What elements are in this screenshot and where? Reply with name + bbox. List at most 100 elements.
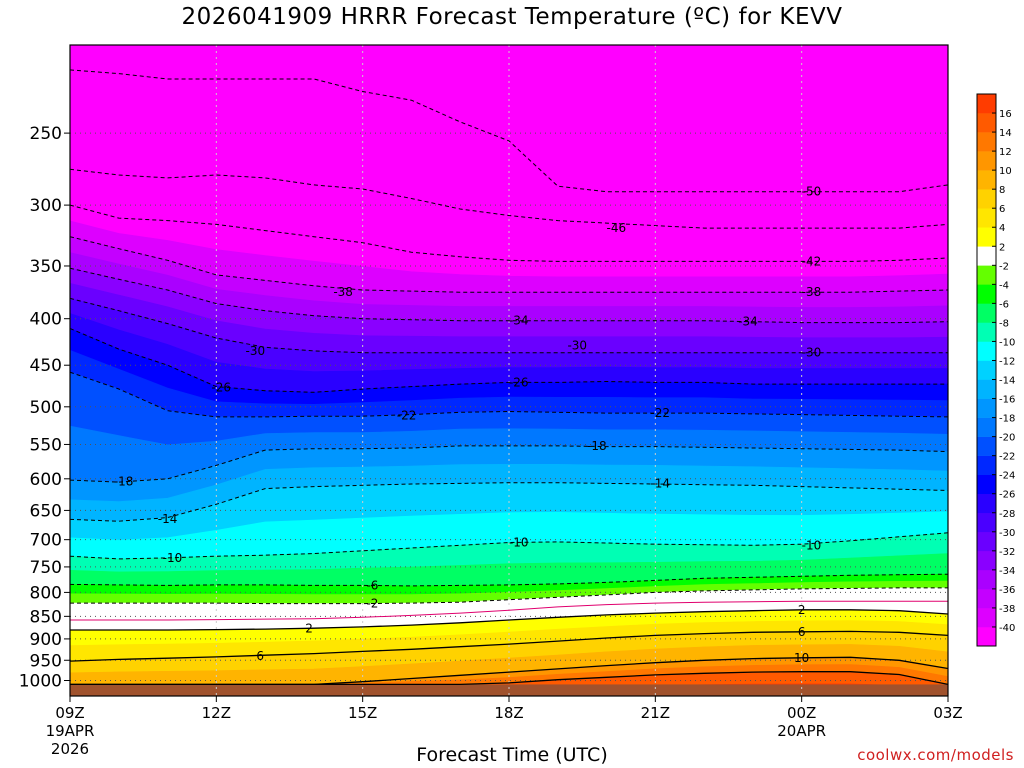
colorbar-swatch xyxy=(977,455,996,475)
contour-label: -38 xyxy=(333,285,353,299)
isotherm-line xyxy=(70,671,948,686)
colorbar-tick-label: 12 xyxy=(999,147,1012,158)
y-tick-label: 300 xyxy=(30,196,62,216)
colorbar-swatch xyxy=(977,341,996,361)
colorbar-tick-label: -36 xyxy=(999,585,1015,596)
y-tick-label: 250 xyxy=(30,124,62,144)
isotherm-line xyxy=(70,204,948,262)
colorbar-swatch xyxy=(977,113,996,133)
contour-label: 2 xyxy=(305,622,313,636)
contour-label: -18 xyxy=(587,439,607,453)
contour-label: -46 xyxy=(607,221,627,235)
colorbar-swatch xyxy=(977,607,996,628)
colorbar-swatch xyxy=(977,227,996,247)
colorbar-tick-label: 2 xyxy=(999,242,1005,253)
colorbar-tick-label: -28 xyxy=(999,509,1015,520)
grid xyxy=(70,45,948,696)
isotherm-line xyxy=(70,371,948,418)
contour-label: -30 xyxy=(567,338,587,352)
colorbar-tick-label: -12 xyxy=(999,356,1015,367)
contour-label: -10 xyxy=(802,538,822,552)
colorbar-swatch xyxy=(977,379,996,399)
isotherm-line xyxy=(70,168,948,229)
colorbar-swatch xyxy=(977,303,996,323)
x-tick-label: 15Z xyxy=(348,704,377,722)
y-tick-label: 900 xyxy=(30,630,62,650)
y-tick-label: 400 xyxy=(30,310,62,330)
x-tick-date: 20APR xyxy=(777,722,826,740)
colorbar-tick-label: -8 xyxy=(999,318,1009,329)
x-tick-label: 18Z xyxy=(494,704,523,722)
contour-label: -14 xyxy=(650,476,670,490)
y-tick-label: 450 xyxy=(30,356,62,376)
y-tick-label: 950 xyxy=(30,651,62,671)
contour-label: 10 xyxy=(794,651,809,665)
x-tick-label: 03Z xyxy=(933,704,962,722)
colorbar-swatch xyxy=(977,208,996,228)
x-tick-label: 09Z xyxy=(55,704,84,722)
contour-label: -30 xyxy=(802,346,822,360)
colorbar-tick-label: 14 xyxy=(999,128,1012,139)
isotherm-contours xyxy=(70,69,948,686)
x-tick-year: 2026 xyxy=(51,740,89,758)
contour-label: -18 xyxy=(114,474,134,488)
y-tick-label: 600 xyxy=(30,470,62,490)
isotherm-line xyxy=(70,573,948,587)
colorbar-tick-label: -20 xyxy=(999,433,1015,444)
y-tick-label: 750 xyxy=(30,558,62,578)
contour-label: -10 xyxy=(163,551,183,565)
colorbar-swatch xyxy=(977,569,996,590)
colorbar-swatch xyxy=(977,550,996,571)
colorbar-swatch xyxy=(977,493,996,514)
colorbar-tick-label: -22 xyxy=(999,452,1015,463)
colorbar-swatch xyxy=(977,265,996,285)
isotherm-line xyxy=(70,445,948,483)
colorbar-tick-label: -10 xyxy=(999,337,1015,348)
colorbar: -40-38-36-34-32-30-28-26-24-22-20-18-16-… xyxy=(976,93,1015,647)
colorbar-swatch xyxy=(977,398,996,418)
colorbar-tick-label: 8 xyxy=(999,185,1005,196)
colorbar-swatch xyxy=(977,132,996,152)
colorbar-swatch xyxy=(977,151,996,171)
x-tick-date: 19APR xyxy=(46,722,95,740)
contour-label: -10 xyxy=(509,535,529,549)
colorbar-swatch xyxy=(977,626,996,647)
colorbar-swatch xyxy=(977,284,996,304)
colorbar-swatch xyxy=(977,474,996,495)
colorbar-tick-label: -30 xyxy=(999,528,1015,539)
contour-label: -30 xyxy=(246,344,266,358)
y-tick-label: 550 xyxy=(30,435,62,455)
colorbar-swatch xyxy=(977,189,996,209)
colorbar-frame xyxy=(976,93,997,647)
colorbar-tick-label: -24 xyxy=(999,471,1015,482)
isotherm-line xyxy=(70,630,948,662)
contour-label: -42 xyxy=(802,254,822,268)
contour-label: -22 xyxy=(397,408,417,422)
colorbar-tick-label: -32 xyxy=(999,547,1015,558)
isotherm-line xyxy=(70,328,948,393)
contour-label: -26 xyxy=(509,375,529,389)
colorbar-tick-label: -4 xyxy=(999,280,1009,291)
contour-label: 6 xyxy=(798,625,806,639)
contour-labels: -50-46-42-38 -38-34 -34-30 -30-30-26 -26-22-… xyxy=(114,185,822,665)
y-tick-label: 800 xyxy=(30,583,62,603)
colorbar-tick-label: 6 xyxy=(999,204,1005,215)
y-tick-label: 500 xyxy=(30,398,62,418)
colorbar-tick-label: -26 xyxy=(999,490,1015,501)
y-tick-label: 1000 xyxy=(19,672,62,692)
contour-label: -26 xyxy=(211,380,231,394)
contour-label: -14 xyxy=(158,512,178,526)
contour-label: 6 xyxy=(256,649,264,663)
colorbar-swatch xyxy=(977,246,996,266)
colorbar-tick-label: -18 xyxy=(999,414,1015,425)
contour-label: 2 xyxy=(798,603,806,617)
colorbar-tick-label: -40 xyxy=(999,623,1015,634)
isotherm-line xyxy=(70,609,948,631)
colorbar-tick-label: -34 xyxy=(999,566,1015,577)
colorbar-swatch xyxy=(977,360,996,380)
y-tick-label: 700 xyxy=(30,531,62,551)
colorbar-tick-label: -2 xyxy=(999,261,1009,272)
contour-label: -6 xyxy=(366,578,378,592)
colorbar-tick-label: -14 xyxy=(999,376,1015,387)
